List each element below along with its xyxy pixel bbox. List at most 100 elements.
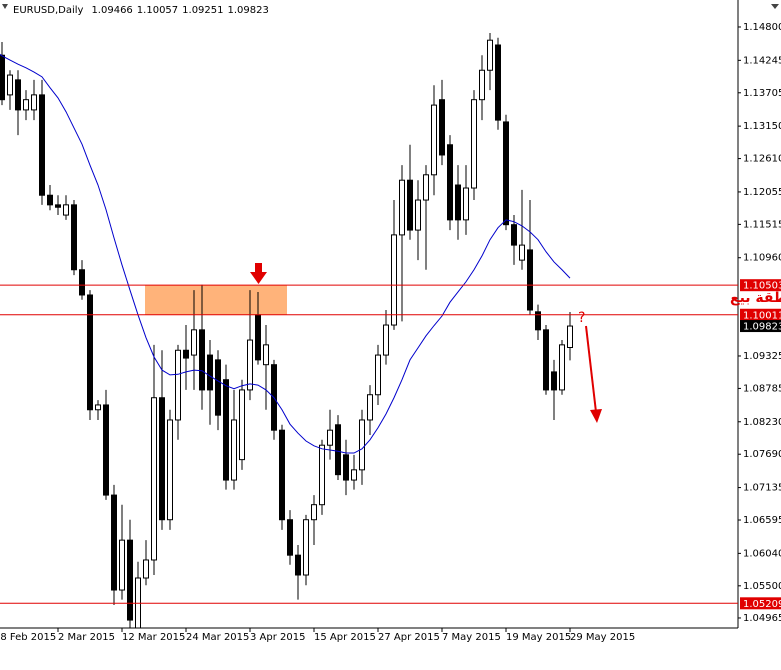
candle-body	[295, 554, 301, 576]
y-tick-label: 1.08785	[743, 383, 781, 394]
x-tick-label: 12 Mar 2015	[122, 632, 185, 643]
symbol: EURUSD,Daily	[13, 5, 84, 16]
candle-body	[487, 39, 493, 71]
x-tick-label: 2 Mar 2015	[58, 632, 115, 643]
price-label-box	[740, 279, 781, 292]
price-label: 1.10011	[743, 310, 781, 321]
candle-body	[319, 444, 325, 506]
candle-body	[95, 404, 101, 411]
candle-body	[479, 69, 485, 101]
chart-header: EURUSD,Daily 1.09466 1.10057 1.09251 1.09823	[13, 5, 269, 16]
candle-body	[15, 79, 21, 111]
header-open: 1.09466	[91, 5, 132, 16]
moving-average	[0, 53, 571, 454]
y-tick-label: 1.08230	[743, 417, 781, 428]
candle-body	[495, 44, 501, 121]
candle-body	[119, 539, 125, 591]
candle-body	[31, 94, 37, 111]
x-tick-label: 24 Mar 2015	[186, 632, 249, 643]
plot-area	[0, 32, 573, 628]
candle-body	[527, 249, 533, 311]
candle-body	[327, 429, 333, 446]
candle-body	[519, 244, 525, 261]
candle-body	[375, 354, 381, 396]
candle-body	[551, 371, 557, 391]
candle-body	[191, 329, 197, 356]
menu-icon[interactable]	[2, 4, 8, 9]
candle-body	[143, 559, 149, 579]
candle-body	[463, 187, 469, 221]
resistance-zone	[145, 285, 287, 315]
candle-body	[79, 269, 85, 296]
x-tick-label: 3 Apr 2015	[250, 632, 305, 643]
candle-body	[0, 54, 5, 101]
candle-body	[183, 349, 189, 359]
candle-body	[455, 184, 461, 221]
candle-body	[71, 204, 77, 271]
candle-body	[407, 179, 413, 231]
candle-body	[55, 204, 61, 208]
candle-body	[503, 121, 509, 226]
candle-body	[343, 454, 349, 481]
y-tick-label: 1.13150	[743, 121, 781, 132]
candle-body	[7, 74, 13, 96]
price-label: 1.05209	[743, 599, 781, 610]
candle-body	[303, 519, 309, 576]
candle-body	[255, 314, 261, 361]
x-tick-label: 7 May 2015	[442, 632, 501, 643]
candle-body	[511, 224, 517, 246]
candle-body	[111, 494, 117, 591]
y-tick-label: 1.04965	[743, 613, 781, 624]
candle-body	[63, 204, 69, 216]
price-label-box	[740, 308, 781, 321]
annotation-text: مقاومة/منطقة بيع	[730, 290, 781, 306]
price-label-box	[740, 597, 781, 610]
candle-body	[247, 339, 253, 391]
candle-body	[471, 99, 477, 189]
candle-body	[535, 311, 541, 331]
x-tick-label: 15 Apr 2015	[314, 632, 376, 643]
scroll-icon[interactable]	[771, 4, 779, 9]
candle-body	[23, 99, 29, 111]
y-tick-label: 1.06595	[743, 515, 781, 526]
candle-body	[567, 325, 573, 349]
y-tick-label: 1.09325	[743, 351, 781, 362]
x-tick-label: 29 May 2015	[570, 632, 635, 643]
y-tick-label: 1.12610	[743, 154, 781, 165]
candle-body	[447, 144, 453, 221]
y-tick-label: 1.06040	[743, 548, 781, 559]
y-tick-label: 1.12055	[743, 187, 781, 198]
forecast-arrow	[585, 325, 602, 423]
candle-body	[215, 359, 221, 416]
header-close: 1.09823	[228, 5, 269, 16]
header-low: 1.09251	[182, 5, 223, 16]
candle-body	[87, 294, 93, 411]
down-arrow	[250, 263, 267, 284]
candle-body	[279, 429, 285, 521]
candle-body	[175, 349, 181, 421]
annotation-question: ?	[578, 310, 585, 326]
candle-body	[367, 394, 373, 421]
header-high: 1.10057	[137, 5, 178, 16]
candle-body	[167, 419, 173, 521]
y-tick-label: 1.07135	[743, 483, 781, 494]
y-tick-label: 1.07690	[743, 449, 781, 460]
candle-body	[151, 397, 157, 561]
candle-body	[159, 397, 165, 521]
current-price-box	[740, 320, 781, 333]
candle-body	[135, 577, 141, 628]
candle-body	[399, 179, 405, 236]
candle-body	[199, 329, 205, 391]
candle-body	[415, 199, 421, 231]
y-tick-label: 1.14800	[743, 22, 781, 33]
candle-body	[207, 354, 213, 391]
y-tick-label: 1.11515	[743, 219, 781, 230]
candle-body	[231, 419, 237, 481]
candle-body	[351, 469, 357, 481]
candle-body	[543, 329, 549, 391]
candle-body	[559, 344, 565, 391]
x-tick-label: 18 Feb 2015	[0, 632, 56, 643]
candle-body	[439, 99, 445, 156]
